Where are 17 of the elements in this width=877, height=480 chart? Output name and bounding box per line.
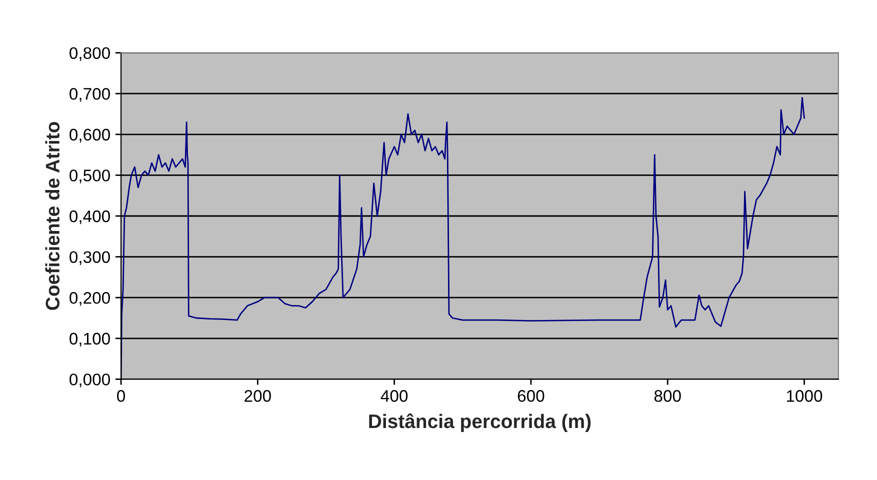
y-tick-label: 0,800	[70, 47, 110, 61]
y-tick-label: 0,400	[70, 210, 110, 224]
x-tick-label: 600	[518, 390, 544, 402]
y-tick-label: 0,700	[70, 88, 110, 102]
y-tick-label: 0,600	[70, 128, 110, 143]
x-tick-label: 0	[117, 390, 126, 402]
y-tick-label: 0,000	[70, 374, 110, 388]
x-tick-label: 400	[380, 390, 408, 402]
y-tick-label: 0,200	[70, 292, 110, 306]
x-axis-title: Distância percorrida (m)	[369, 413, 591, 432]
x-tick-label: 1000	[786, 390, 822, 402]
x-tick-label: 200	[244, 390, 271, 402]
y-tick-label: 0,300	[70, 251, 110, 265]
y-tick-label: 0,100	[70, 332, 110, 347]
x-tick-label: 800	[654, 390, 681, 402]
y-tick-label: 0,500	[70, 170, 110, 184]
y-axis-title: Coeficiente de Atrito	[45, 122, 60, 310]
